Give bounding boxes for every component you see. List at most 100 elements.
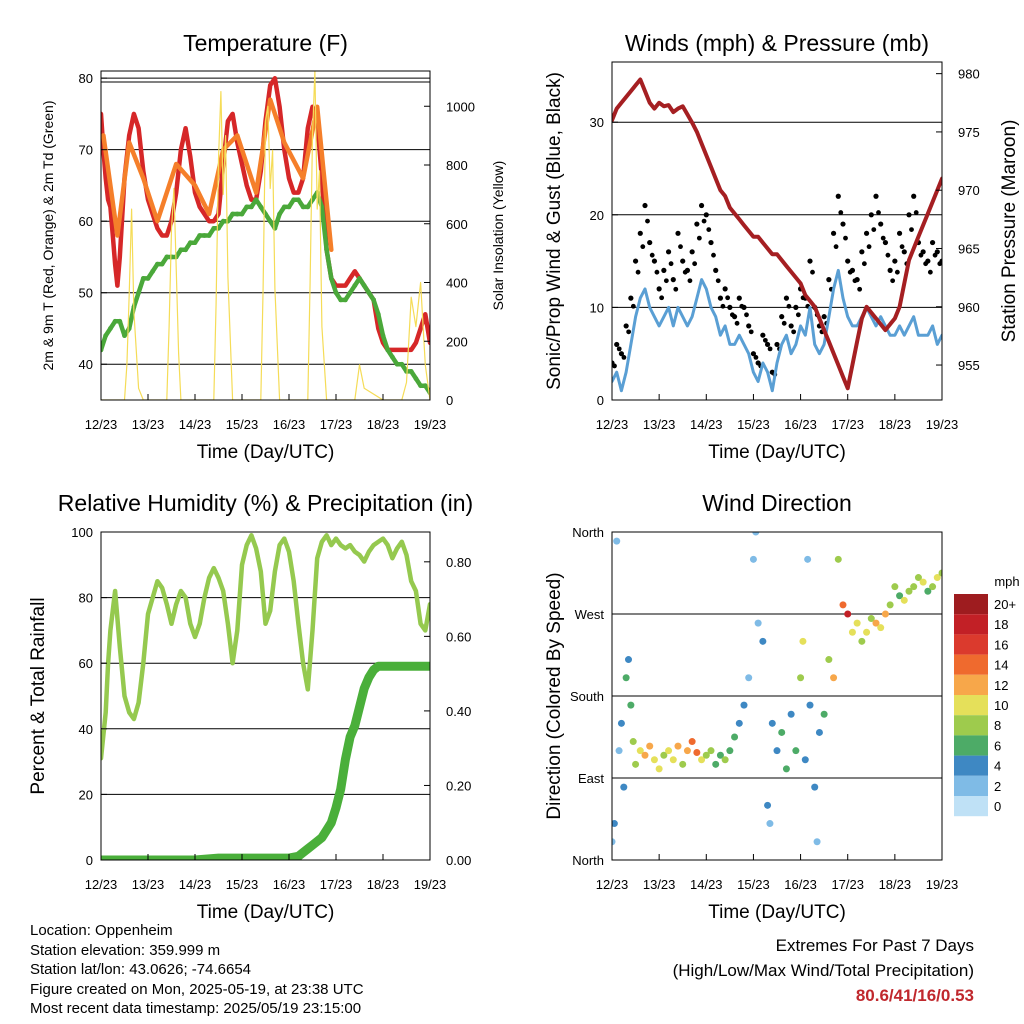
y-tick-label: 0	[597, 393, 604, 408]
direction-point	[674, 742, 682, 750]
gust-point	[793, 304, 799, 310]
dewpoint-point	[220, 218, 226, 224]
direction-point	[693, 748, 701, 756]
gust-point	[717, 295, 724, 301]
x-tick-label: 18/23	[879, 417, 912, 432]
gust-point	[861, 261, 867, 267]
colorbar-swatch	[954, 614, 988, 635]
dewpoint-point	[164, 254, 170, 260]
dewpoint-point	[117, 318, 123, 324]
dewpoint-point	[305, 204, 311, 210]
dewpoint-point	[253, 197, 259, 203]
direction-point	[679, 760, 687, 768]
gust-point	[696, 235, 702, 241]
direction-point	[740, 701, 748, 709]
gust-point	[942, 270, 947, 275]
series-line-1	[101, 533, 430, 761]
chart-panel-2: 12/23 13/23 14/23 15/23 16/23 17/23 18/23 19/23…	[544, 30, 1020, 463]
y-tick-label: East	[578, 771, 604, 786]
gust-point	[649, 252, 655, 258]
direction-point	[815, 728, 823, 736]
direction-point	[778, 728, 786, 736]
colorbar-label: 16	[994, 637, 1008, 652]
gust-point	[764, 341, 771, 348]
gust-point	[654, 269, 660, 275]
gust-point	[911, 193, 917, 199]
y-tick-label: North	[572, 525, 604, 540]
x-tick-label: 14/23	[179, 417, 212, 432]
dewpoint-point	[108, 326, 113, 331]
gust-point	[835, 193, 841, 199]
direction-point	[707, 747, 715, 755]
gust-point	[788, 323, 794, 329]
y2-tick-label: 970	[958, 183, 980, 198]
gust-point	[687, 278, 693, 284]
y-tick-label: 40	[79, 722, 93, 737]
gust-point	[720, 303, 726, 309]
gust-point	[614, 341, 620, 348]
dewpoint-point	[211, 225, 217, 231]
direction-point	[929, 583, 937, 591]
direction-point	[787, 710, 795, 718]
colorbar: mph 20+ 18 16 14 12 10 8 6 4 2 0	[954, 574, 1020, 817]
colorbar-swatch	[954, 796, 988, 817]
gust-point	[692, 261, 698, 267]
direction-point	[613, 537, 621, 545]
gust-point	[878, 221, 884, 227]
y-tick-label: 100	[71, 525, 93, 540]
gust-point	[656, 286, 662, 292]
gust-point	[873, 193, 879, 199]
dewpoint-point	[366, 290, 372, 296]
y2-tick-label: 200	[446, 334, 468, 349]
gust-point	[849, 267, 856, 273]
direction-point	[886, 601, 894, 609]
chart-title: Winds (mph) & Pressure (mb)	[625, 30, 929, 56]
colorbar-label: 4	[994, 759, 1001, 774]
gust-point	[748, 329, 754, 335]
direction-point	[683, 747, 691, 755]
gust-point	[616, 346, 622, 352]
direction-point	[792, 747, 800, 755]
gust-point	[929, 239, 936, 246]
gust-point	[612, 363, 617, 369]
y-axis-label: Direction (Colored By Speed)	[544, 572, 565, 819]
gust-point	[661, 267, 667, 273]
y2-tick-label: 0.00	[446, 853, 471, 868]
gust-point	[786, 303, 792, 309]
direction-point	[688, 738, 696, 746]
y2-tick-label: 0.80	[446, 555, 471, 570]
direction-point	[726, 747, 734, 755]
direction-point	[801, 756, 809, 764]
x-tick-label: 19/23	[414, 417, 447, 432]
direction-point	[938, 569, 942, 577]
gust-point	[774, 341, 780, 348]
colorbar-label: 10	[994, 698, 1008, 713]
direction-point	[622, 674, 630, 682]
x-tick-label: 13/23	[643, 417, 676, 432]
dewpoint-point	[390, 354, 395, 360]
gust-point	[645, 218, 650, 224]
dewpoint-point	[103, 333, 109, 339]
gust-point	[882, 239, 889, 246]
dewpoint-point	[244, 204, 250, 210]
dewpoint-point	[347, 290, 353, 296]
y2-tick-label: 400	[446, 276, 468, 291]
gust-point	[637, 230, 643, 236]
data-layer	[101, 71, 430, 400]
direction-point	[924, 587, 932, 595]
x-tick-label: 19/23	[926, 417, 959, 432]
x-tick-label: 12/23	[85, 417, 118, 432]
dewpoint-point	[178, 247, 184, 253]
gust-point	[736, 295, 742, 301]
x-tick-label: 18/23	[879, 877, 912, 892]
dewpoint-point	[324, 247, 329, 253]
y-tick-label: North	[572, 853, 604, 868]
direction-point	[811, 783, 819, 791]
direction-point	[612, 838, 616, 846]
direction-point	[863, 628, 871, 636]
colorbar-swatch	[954, 755, 988, 776]
chart-title: Relative Humidity (%) & Precipitation (i…	[58, 490, 473, 516]
dewpoint-point	[286, 204, 292, 210]
dewpoint-point	[343, 297, 348, 303]
x-tick-label: 13/23	[643, 877, 676, 892]
